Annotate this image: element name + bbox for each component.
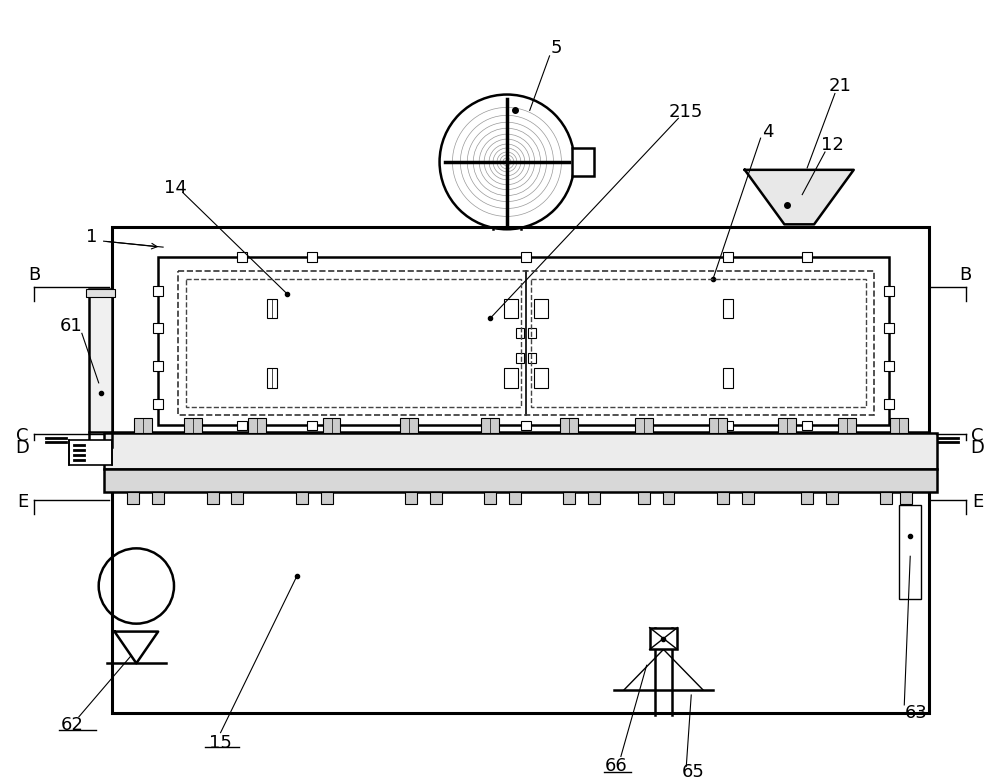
Text: B: B — [28, 266, 40, 284]
Text: D: D — [15, 439, 29, 457]
Bar — [504, 368, 518, 388]
Bar — [521, 420, 531, 430]
Text: E: E — [17, 493, 28, 511]
Bar — [723, 368, 733, 388]
Bar — [650, 628, 677, 649]
Bar — [134, 418, 152, 434]
Text: 63: 63 — [905, 704, 928, 722]
Bar — [237, 252, 247, 262]
Text: 12: 12 — [821, 136, 843, 154]
Text: E: E — [972, 493, 983, 511]
Bar — [184, 418, 202, 434]
Bar — [516, 353, 524, 363]
Bar — [638, 492, 650, 504]
Bar — [237, 420, 247, 430]
Bar — [504, 299, 518, 318]
Bar — [516, 328, 524, 338]
Bar — [112, 227, 929, 713]
Bar — [709, 418, 727, 434]
Bar — [723, 420, 733, 430]
Text: 1: 1 — [86, 228, 97, 246]
Bar — [186, 279, 521, 407]
Bar — [528, 328, 536, 338]
Bar — [884, 286, 894, 296]
Bar — [231, 492, 243, 504]
Bar — [178, 271, 874, 415]
Polygon shape — [115, 632, 158, 663]
Bar — [207, 492, 219, 504]
Bar — [296, 492, 308, 504]
Bar — [127, 492, 139, 504]
Bar — [838, 418, 856, 434]
Bar — [534, 299, 548, 318]
Bar — [153, 286, 163, 296]
Text: C: C — [16, 427, 29, 445]
Text: 15: 15 — [209, 734, 232, 752]
Bar — [430, 492, 442, 504]
Bar — [801, 492, 813, 504]
Bar — [717, 492, 729, 504]
Bar — [104, 469, 937, 492]
Bar — [158, 257, 889, 426]
Bar — [152, 492, 164, 504]
Bar — [723, 252, 733, 262]
Bar — [405, 492, 417, 504]
Bar — [104, 434, 937, 469]
Text: 62: 62 — [61, 716, 83, 734]
Bar — [534, 368, 548, 388]
Text: 21: 21 — [828, 77, 851, 95]
Bar — [890, 418, 908, 434]
Bar — [880, 492, 892, 504]
Bar — [509, 492, 521, 504]
Bar — [826, 492, 838, 504]
Bar — [484, 492, 496, 504]
Bar — [663, 492, 674, 504]
Text: 4: 4 — [762, 123, 773, 141]
Bar — [563, 492, 575, 504]
Bar — [588, 492, 600, 504]
Polygon shape — [745, 170, 854, 224]
Bar — [307, 420, 317, 430]
Bar — [778, 418, 796, 434]
Bar — [884, 399, 894, 408]
Bar — [635, 418, 653, 434]
Bar — [521, 252, 531, 262]
Text: 215: 215 — [669, 103, 703, 122]
Bar — [531, 279, 866, 407]
Bar — [267, 299, 277, 318]
Bar — [528, 353, 536, 363]
Bar — [69, 441, 112, 465]
Bar — [884, 361, 894, 371]
Bar — [802, 252, 812, 262]
Bar — [400, 418, 418, 434]
Bar — [89, 289, 112, 433]
Bar — [742, 492, 754, 504]
Text: 5: 5 — [551, 39, 562, 57]
Bar — [153, 324, 163, 333]
Bar — [481, 418, 499, 434]
Bar — [86, 289, 115, 296]
Text: 65: 65 — [682, 764, 705, 782]
Text: C: C — [971, 427, 984, 445]
Text: 14: 14 — [164, 179, 186, 197]
Bar — [560, 418, 578, 434]
Bar — [802, 420, 812, 430]
Bar — [723, 299, 733, 318]
Text: B: B — [960, 266, 972, 284]
Text: D: D — [971, 439, 985, 457]
Text: 66: 66 — [605, 757, 627, 775]
Bar — [307, 252, 317, 262]
Bar — [323, 418, 340, 434]
Bar — [884, 324, 894, 333]
Bar — [900, 492, 912, 504]
Bar — [572, 148, 594, 176]
Text: 61: 61 — [60, 318, 82, 336]
Bar — [267, 368, 277, 388]
Bar — [248, 418, 266, 434]
Bar — [899, 505, 921, 599]
Bar — [321, 492, 333, 504]
Bar — [153, 361, 163, 371]
Bar — [153, 399, 163, 408]
